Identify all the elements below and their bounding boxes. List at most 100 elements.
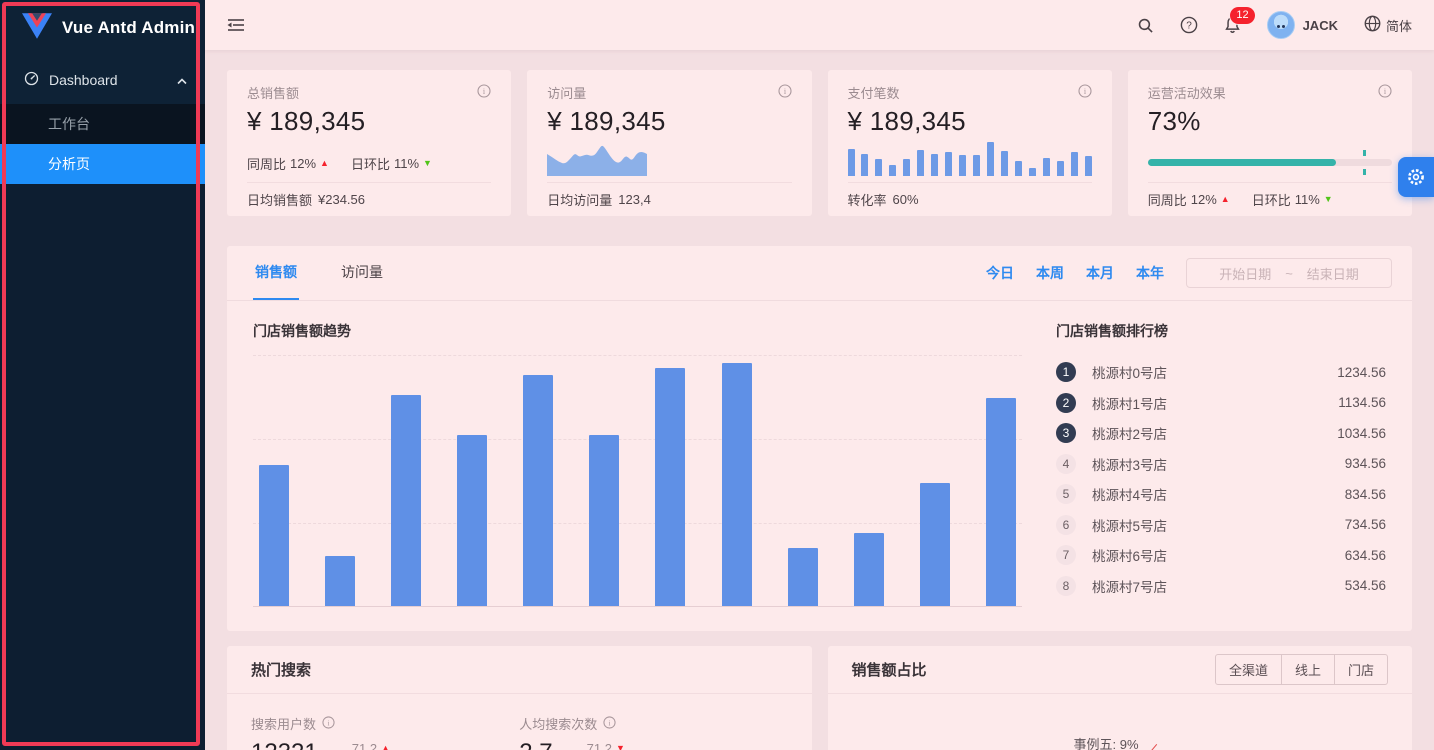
logo[interactable]: Vue Antd Admin	[0, 0, 205, 56]
store-name: 桃源村2号店	[1092, 427, 1168, 443]
sidebar-item-analysis[interactable]: 分析页	[0, 144, 205, 184]
search-icon[interactable]	[1137, 17, 1154, 34]
store-value: 834.56	[1344, 486, 1386, 502]
store-name: 桃源村6号店	[1092, 549, 1168, 565]
range-link-3[interactable]: 本年	[1136, 265, 1164, 281]
metric-search-per-user: 人均搜索次数 i 2.7 71.2▼	[519, 714, 787, 750]
visits-area-chart	[547, 145, 648, 176]
range-link-1[interactable]: 本周	[1036, 265, 1064, 281]
store-name: 桃源村4号店	[1092, 488, 1168, 504]
store-name: 桃源村3号店	[1092, 457, 1168, 473]
dashboard-icon	[24, 71, 39, 89]
sidebar: Vue Antd Admin Dashboard 工作台 分析页	[0, 0, 205, 750]
info-icon[interactable]: i	[1378, 84, 1392, 101]
mini-bar	[861, 153, 869, 176]
payments-mini-bar-chart	[847, 138, 1092, 176]
caret-down-icon: ▼	[615, 743, 625, 750]
stat-card-payments: 支付笔数 i ¥ 189,345 转化率 60%	[827, 70, 1112, 216]
metric-label: 搜索用户数	[251, 717, 317, 732]
rank-badge: 7	[1056, 545, 1076, 566]
footer-value: 60%	[892, 192, 919, 207]
store-sales-trend-chart: 门店销售额趋势	[253, 321, 1022, 607]
panel-title: 热门搜索	[251, 662, 312, 679]
language-switcher[interactable]: 简体	[1364, 15, 1412, 35]
info-icon[interactable]: i	[1078, 84, 1092, 101]
store-sales-ranking: 门店销售额排行榜 1 桃源村0号店 1234.56 2 桃源村1号店 1134.56 3 桃源…	[1056, 321, 1386, 607]
trend-label: 日环比	[350, 157, 390, 172]
info-icon[interactable]: i	[322, 715, 335, 732]
mini-bar	[973, 155, 981, 176]
mini-bar	[1028, 167, 1036, 176]
range-links: 今日 本周 本月 本年	[986, 263, 1164, 283]
trend-value: 12%	[1190, 192, 1217, 207]
ranking-row: 4 桃源村3号店 934.56	[1056, 449, 1386, 480]
sidebar-item-workbench[interactable]: 工作台	[48, 116, 90, 132]
bar	[391, 395, 422, 606]
card-value: ¥ 189,345	[247, 106, 366, 136]
settings-gear-button[interactable]	[1398, 157, 1434, 197]
info-icon[interactable]: i	[477, 84, 491, 101]
footer-label: 转化率	[847, 193, 887, 208]
bar	[919, 483, 950, 606]
trend-label: 同周比	[1147, 193, 1187, 208]
trend-value: 12%	[290, 156, 317, 171]
store-sales-bars	[259, 355, 1016, 606]
sidebar-item-label: Dashboard	[49, 72, 118, 88]
ranking-row: 1 桃源村0号店 1234.56	[1056, 357, 1386, 388]
store-value: 534.56	[1344, 578, 1386, 594]
ranking-list: 1 桃源村0号店 1234.56 2 桃源村1号店 1134.56 3 桃源村2号店 1034.…	[1056, 357, 1386, 601]
range-link-0[interactable]: 今日	[986, 265, 1014, 281]
card-title: 支付笔数	[847, 86, 900, 101]
info-icon[interactable]: i	[603, 715, 616, 732]
card-value: 73%	[1147, 106, 1201, 136]
caret-up-icon: ▲	[320, 158, 329, 168]
ranking-row: 3 桃源村2号店 1034.56	[1056, 418, 1386, 449]
caret-up-icon: ▲	[1220, 194, 1230, 204]
info-icon[interactable]: i	[777, 84, 792, 101]
store-name: 桃源村0号店	[1092, 366, 1168, 382]
date-range-picker[interactable]: 开始日期 ~ 结束日期	[1186, 258, 1392, 288]
notification-bell-icon[interactable]: 12	[1224, 7, 1255, 34]
mini-bar	[903, 159, 911, 176]
activity-progress-bar	[1147, 150, 1392, 175]
footer-label: 日均销售额	[247, 193, 313, 208]
bar	[787, 548, 818, 606]
bar	[985, 397, 1016, 606]
range-link-2[interactable]: 本月	[1086, 265, 1114, 281]
card-value: ¥ 189,345	[847, 106, 966, 136]
channel-button-1[interactable]: 线上	[1280, 654, 1335, 685]
stat-card-activity-effect: 运营活动效果 i 73% 同周比 12% ▲ 日环比 11% ▼	[1127, 70, 1412, 216]
menu-fold-icon[interactable]	[227, 17, 245, 33]
ranking-row: 7 桃源村6号店 634.56	[1056, 540, 1386, 571]
user-menu[interactable]: JACK	[1266, 11, 1338, 39]
sales-ratio-pie: 事例五: 9%	[828, 694, 1413, 750]
sales-overview-card: 销售额 访问量 今日 本周 本月 本年 开始日期 ~ 结束日期 门店销售额	[227, 246, 1412, 631]
progress-fill	[1147, 159, 1336, 166]
rank-badge: 2	[1056, 392, 1076, 413]
chart-title: 门店销售额趋势	[253, 323, 351, 339]
mini-bar	[1084, 156, 1092, 176]
tab-sales[interactable]: 销售额	[253, 246, 299, 300]
topbar: ? 12 JACK 简体	[205, 0, 1434, 50]
mini-bar	[1000, 150, 1008, 176]
page-content: 总销售额 i ¥ 189,345 同周比 12% ▲ 日环比 11% ▼ 日均销售额 ¥2…	[205, 50, 1434, 750]
help-icon[interactable]: ?	[1180, 16, 1198, 34]
stat-card-row: 总销售额 i ¥ 189,345 同周比 12% ▲ 日环比 11% ▼ 日均销售额 ¥2…	[227, 70, 1412, 216]
ranking-row: 8 桃源村7号店 534.56	[1056, 571, 1386, 602]
tab-visits[interactable]: 访问量	[341, 264, 383, 280]
channel-button-2[interactable]: 门店	[1333, 654, 1388, 685]
chevron-up-icon	[177, 72, 187, 88]
trend-value: 11%	[393, 156, 420, 171]
date-separator: ~	[1285, 265, 1293, 281]
date-end-placeholder: 结束日期	[1306, 266, 1359, 282]
channel-button-0[interactable]: 全渠道	[1214, 654, 1282, 685]
sidebar-item-dashboard[interactable]: Dashboard	[0, 56, 205, 104]
metric-search-users: 搜索用户数 i 12321 71.2▲	[251, 714, 519, 750]
card-title: 访问量	[547, 86, 587, 101]
store-value: 1034.56	[1337, 425, 1386, 441]
date-start-placeholder: 开始日期	[1219, 266, 1272, 282]
rank-badge: 6	[1056, 514, 1076, 535]
sales-ratio-card: 销售额占比 全渠道 线上 门店 事例五: 9%	[827, 646, 1413, 750]
bar	[655, 367, 686, 606]
